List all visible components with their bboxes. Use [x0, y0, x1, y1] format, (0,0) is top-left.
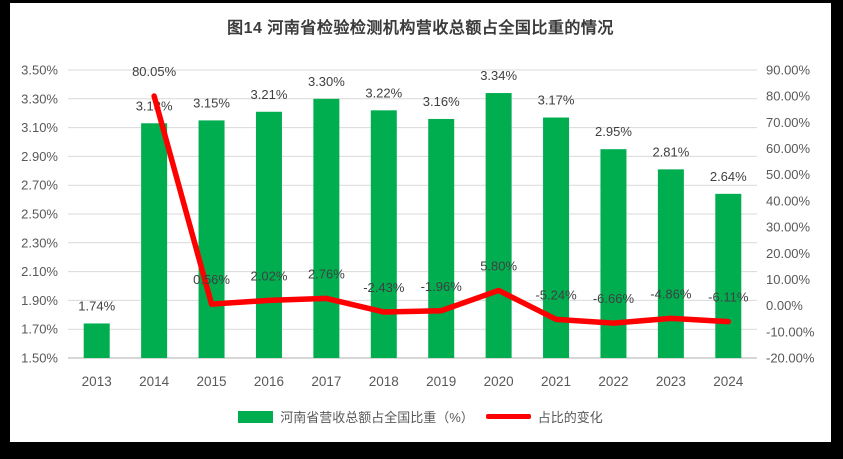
- x-axis-label: 2013: [82, 374, 112, 389]
- bar-2024: [715, 193, 742, 358]
- bar-2016: [255, 111, 282, 358]
- bar-label-2024: 2.64%: [710, 169, 747, 184]
- bar-label-2015: 3.15%: [193, 95, 230, 110]
- left-axis-tick: 3.50%: [21, 63, 58, 78]
- line-label-2018: -2.43%: [363, 280, 405, 295]
- bar-2023: [657, 169, 684, 358]
- combo-chart-plot: 3.50% 3.30% 3.10% 2.90% 2.70% 2.50% 2.30% 2.10%…: [21, 63, 815, 390]
- line-label-2023: -4.86%: [650, 286, 692, 301]
- x-axis-label: 2020: [484, 374, 514, 389]
- left-axis-tick: 2.70%: [21, 178, 58, 193]
- bar-label-2019: 3.16%: [423, 94, 460, 109]
- right-axis-tick: 20.00%: [766, 246, 811, 261]
- left-axis-tick: 2.90%: [21, 149, 58, 164]
- x-axis-label: 2017: [311, 374, 341, 389]
- left-axis-tick: 3.30%: [21, 91, 58, 106]
- bar-label-2021: 3.17%: [538, 93, 575, 108]
- bar-2019: [428, 118, 455, 359]
- right-axis-tick: 60.00%: [766, 141, 811, 156]
- bar-label-2013: 1.74%: [78, 298, 115, 313]
- bar-2015: [198, 120, 225, 359]
- bar-label-2020: 3.34%: [480, 68, 517, 83]
- left-axis-tick: 1.90%: [21, 293, 58, 308]
- right-axis-tick: 80.00%: [766, 89, 811, 104]
- change-line: [151, 93, 732, 326]
- line-series-swatch: [485, 414, 531, 419]
- line-label-2015: 0.56%: [193, 272, 230, 287]
- line-label-2014: 80.05%: [132, 64, 177, 79]
- right-axis-tick: 30.00%: [766, 220, 811, 235]
- right-axis-tick: 0.00%: [766, 298, 803, 313]
- left-axis-tick: 2.10%: [21, 264, 58, 279]
- bar-2020: [485, 93, 512, 358]
- x-axis-label: 2021: [541, 374, 571, 389]
- x-axis-label: 2024: [713, 374, 744, 389]
- bar-series-label: 河南省营收总额占全国比重（%）: [280, 410, 474, 425]
- bar-2018: [370, 110, 397, 358]
- x-axis-label: 2015: [197, 374, 227, 389]
- line-label-2020: 5.80%: [480, 258, 517, 273]
- left-axis-tick: 1.50%: [21, 351, 58, 366]
- x-axis-label: 2019: [426, 374, 456, 389]
- right-axis-tick: 70.00%: [766, 115, 811, 130]
- right-axis-tick: -10.00%: [766, 324, 815, 339]
- line-label-2016: 2.02%: [251, 268, 288, 283]
- right-axis-tick: 90.00%: [766, 63, 811, 78]
- chart-area: 图14 河南省检验检测机构营收总额占全国比重的情况 3.50% 3.30% 3.10…: [10, 3, 831, 442]
- x-axis-label: 2014: [139, 374, 170, 389]
- bar-2017: [313, 98, 340, 359]
- bar-label-2016: 3.21%: [251, 87, 288, 102]
- chart-title: 图14 河南省检验检测机构营收总额占全国比重的情况: [227, 20, 614, 37]
- legend: 河南省营收总额占全国比重（%） 占比的变化: [10, 407, 831, 426]
- line-label-2017: 2.76%: [308, 266, 345, 281]
- left-axis-tick: 1.70%: [21, 322, 58, 337]
- bar-label-2018: 3.22%: [365, 85, 402, 100]
- x-axis-label: 2016: [254, 374, 284, 389]
- right-axis-tick: 40.00%: [766, 193, 811, 208]
- right-axis-tick: -20.00%: [766, 351, 815, 366]
- right-axis-tick: 50.00%: [766, 167, 811, 182]
- left-axis-tick: 2.30%: [21, 235, 58, 250]
- bar-2013: [83, 323, 110, 358]
- left-axis-tick: 2.50%: [21, 207, 58, 222]
- right-axis-tick: 10.00%: [766, 272, 811, 287]
- line-label-2021: -5.24%: [535, 287, 577, 302]
- x-axis-label: 2018: [369, 374, 399, 389]
- legend-item-line-series: 占比的变化: [485, 407, 603, 426]
- line-label-2022: -6.66%: [593, 291, 635, 306]
- bar-label-2022: 2.95%: [595, 124, 632, 139]
- line-label-2019: -1.96%: [421, 279, 463, 294]
- legend-item-bar-series: 河南省营收总额占全国比重（%）: [238, 407, 474, 426]
- bar-series-swatch: [238, 410, 274, 423]
- line-label-2024: -6.11%: [708, 290, 749, 305]
- x-axis-label: 2022: [598, 374, 628, 389]
- bar-label-2017: 3.30%: [308, 74, 345, 89]
- x-axis-label: 2023: [656, 374, 686, 389]
- bar-2014: [141, 123, 168, 358]
- bar-2022: [600, 149, 627, 358]
- bar-label-2023: 2.81%: [652, 144, 689, 159]
- left-axis-tick: 3.10%: [21, 120, 58, 135]
- line-series-label: 占比的变化: [537, 410, 603, 425]
